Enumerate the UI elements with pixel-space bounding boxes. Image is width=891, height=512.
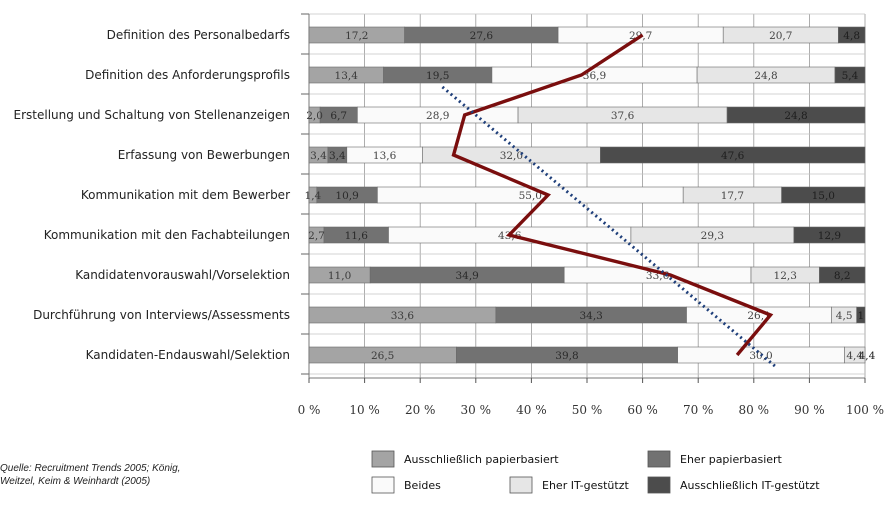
value-label: 3,4 (329, 150, 346, 162)
value-label: 6,7 (330, 110, 347, 122)
value-label: 36,9 (583, 70, 606, 82)
value-label: 26,5 (371, 350, 394, 362)
value-label: 28,9 (426, 110, 449, 122)
value-label: 20,7 (769, 30, 792, 42)
legend-label: Ausschließlich papierbasiert (404, 453, 559, 466)
category-label: Kandidatenvorauswahl/Vorselektion (75, 268, 290, 282)
annotation-lines (441, 33, 778, 369)
source-note: Quelle: Recruitment Trends 2005; König, … (0, 463, 181, 487)
value-label: 32,0 (500, 150, 523, 162)
value-label: 13,4 (335, 70, 359, 82)
value-label: 34,9 (455, 270, 478, 282)
legend-swatch (509, 476, 533, 494)
overlay-line (451, 33, 774, 357)
value-label: 33,6 (391, 310, 415, 322)
value-label: 4,8 (843, 30, 860, 42)
value-label: 4,4 (859, 350, 876, 362)
value-label: 15,0 (812, 190, 835, 202)
legend-label: Ausschließlich IT-gestützt (680, 479, 820, 492)
legend-swatch (371, 450, 395, 468)
x-tick-label: 0 % (298, 403, 321, 417)
x-tick-label: 100 % (846, 403, 884, 417)
value-label: 10,9 (335, 190, 358, 202)
value-label: 24,8 (784, 110, 807, 122)
category-label: Definition des Personalbedarfs (107, 28, 290, 42)
legend-label: Eher IT-gestützt (542, 479, 629, 492)
value-label: 1 (857, 310, 864, 322)
value-label: 37,6 (611, 110, 635, 122)
bar-segment (844, 346, 866, 364)
legend-label: Beides (404, 479, 441, 492)
x-tick-label: 40 % (516, 403, 547, 417)
x-tick-label: 10 % (349, 403, 380, 417)
value-label: 27,6 (470, 30, 494, 42)
value-label: 39,8 (555, 350, 578, 362)
category-label: Kandidaten-Endauswahl/Selektion (86, 348, 290, 362)
trend-line (441, 85, 778, 369)
category-label: Erstellung und Schaltung von Stellenanze… (14, 108, 290, 122)
bar-segment (834, 66, 866, 84)
x-tick-label: 90 % (794, 403, 825, 417)
x-tick-label: 50 % (572, 403, 603, 417)
category-label: Kommunikation mit den Fachabteilungen (44, 228, 290, 242)
legend: Ausschließlich papierbasiert Eher papierb… (371, 450, 820, 494)
legend-swatch (647, 450, 671, 468)
value-label: 11,6 (345, 230, 369, 242)
bar-segment (856, 306, 866, 324)
bar-segment (781, 186, 866, 204)
x-axis-ticks: 0 % 10 % 20 % 30 % 40 % 50 % 60 % 70 % 80 % 90 % 1… (298, 378, 884, 417)
value-label: 13,6 (373, 150, 397, 162)
value-label: 17,7 (721, 190, 744, 202)
value-label: 12,9 (818, 230, 841, 242)
value-label: 55,0 (519, 190, 542, 202)
bar-segments (308, 26, 866, 364)
value-label: 29,3 (701, 230, 724, 242)
value-label: 17,2 (345, 30, 368, 42)
value-label: 11,0 (328, 270, 351, 282)
category-label: Definition des Anforderungsprofils (85, 68, 290, 82)
value-label: 2,0 (306, 110, 323, 122)
value-label: 12,3 (774, 270, 797, 282)
legend-swatch (647, 476, 671, 494)
value-label: 24,8 (754, 70, 777, 82)
value-label: 8,2 (834, 270, 851, 282)
bar-segment (838, 26, 866, 44)
value-label: 3,4 (310, 150, 327, 162)
value-label: 19,5 (426, 70, 449, 82)
value-label: 4,4 (846, 350, 863, 362)
value-labels: 17,2 27,6 29,7 20,7 4,813,4 19,5 36,9 24,8 5,42,… (305, 30, 876, 362)
value-label: 5,4 (842, 70, 859, 82)
bar-segment (726, 106, 866, 124)
legend-label: Eher papierbasiert (680, 453, 783, 466)
value-label: 4,5 (836, 310, 853, 322)
x-tick-label: 20 % (405, 403, 436, 417)
value-label: 2,7 (308, 230, 325, 242)
category-labels: Definition des Personalbedarfs Definition… (14, 28, 291, 362)
value-label: 1,4 (305, 190, 322, 202)
value-label: 47,6 (721, 150, 745, 162)
x-tick-label: 30 % (461, 403, 492, 417)
value-label: 34,3 (579, 310, 602, 322)
x-tick-label: 70 % (683, 403, 714, 417)
category-label: Erfassung von Bewerbungen (118, 148, 290, 162)
legend-swatch (371, 476, 395, 494)
category-label: Kommunikation mit dem Bewerber (81, 188, 290, 202)
x-tick-label: 80 % (739, 403, 770, 417)
bar-segment (600, 146, 866, 164)
x-tick-label: 60 % (627, 403, 658, 417)
category-label: Durchführung von Interviews/Assessments (33, 308, 290, 322)
bar-segment (819, 266, 866, 284)
bar-segment (793, 226, 866, 244)
